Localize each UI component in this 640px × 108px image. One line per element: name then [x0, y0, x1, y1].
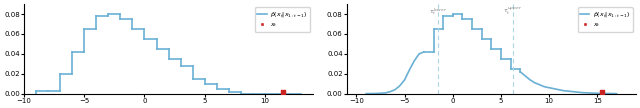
Legend: $\hat{p}(x_t|x_{1:t-1})$, $x_t$: $\hat{p}(x_t|x_{1:t-1})$, $x_t$ — [255, 7, 310, 32]
Point — [597, 91, 607, 93]
Legend: $\hat{p}(x_t|x_{1:t-1})$, $x_t$: $\hat{p}(x_t|x_{1:t-1})$, $x_t$ — [577, 7, 633, 32]
Point — [278, 91, 288, 93]
Text: $\tau_t^{upper}$: $\tau_t^{upper}$ — [503, 6, 522, 17]
Text: $\tau_t^{lower}$: $\tau_t^{lower}$ — [429, 6, 447, 17]
